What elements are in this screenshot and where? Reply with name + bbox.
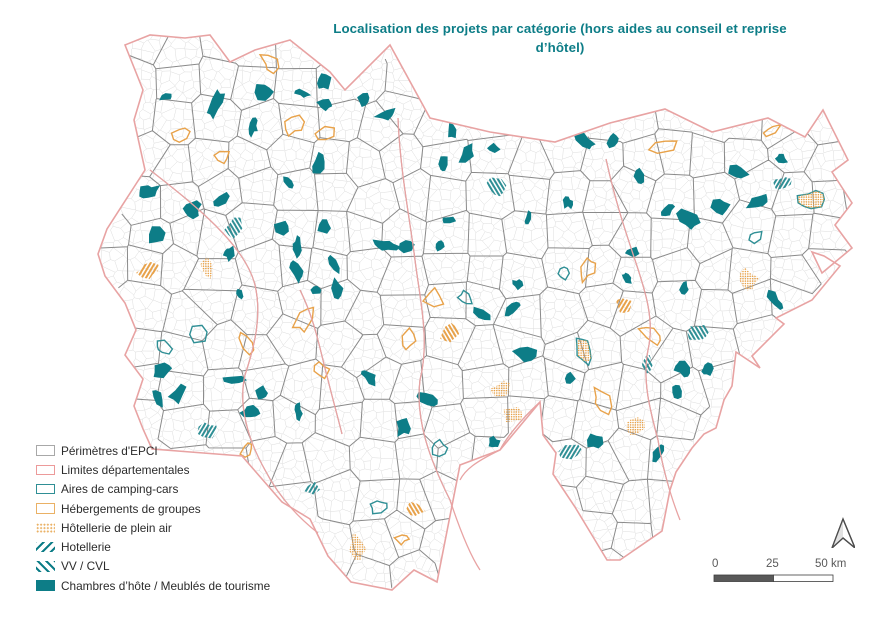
svg-text:50 km: 50 km <box>815 558 846 570</box>
svg-text:25: 25 <box>766 558 779 570</box>
svg-text:0: 0 <box>712 558 718 570</box>
